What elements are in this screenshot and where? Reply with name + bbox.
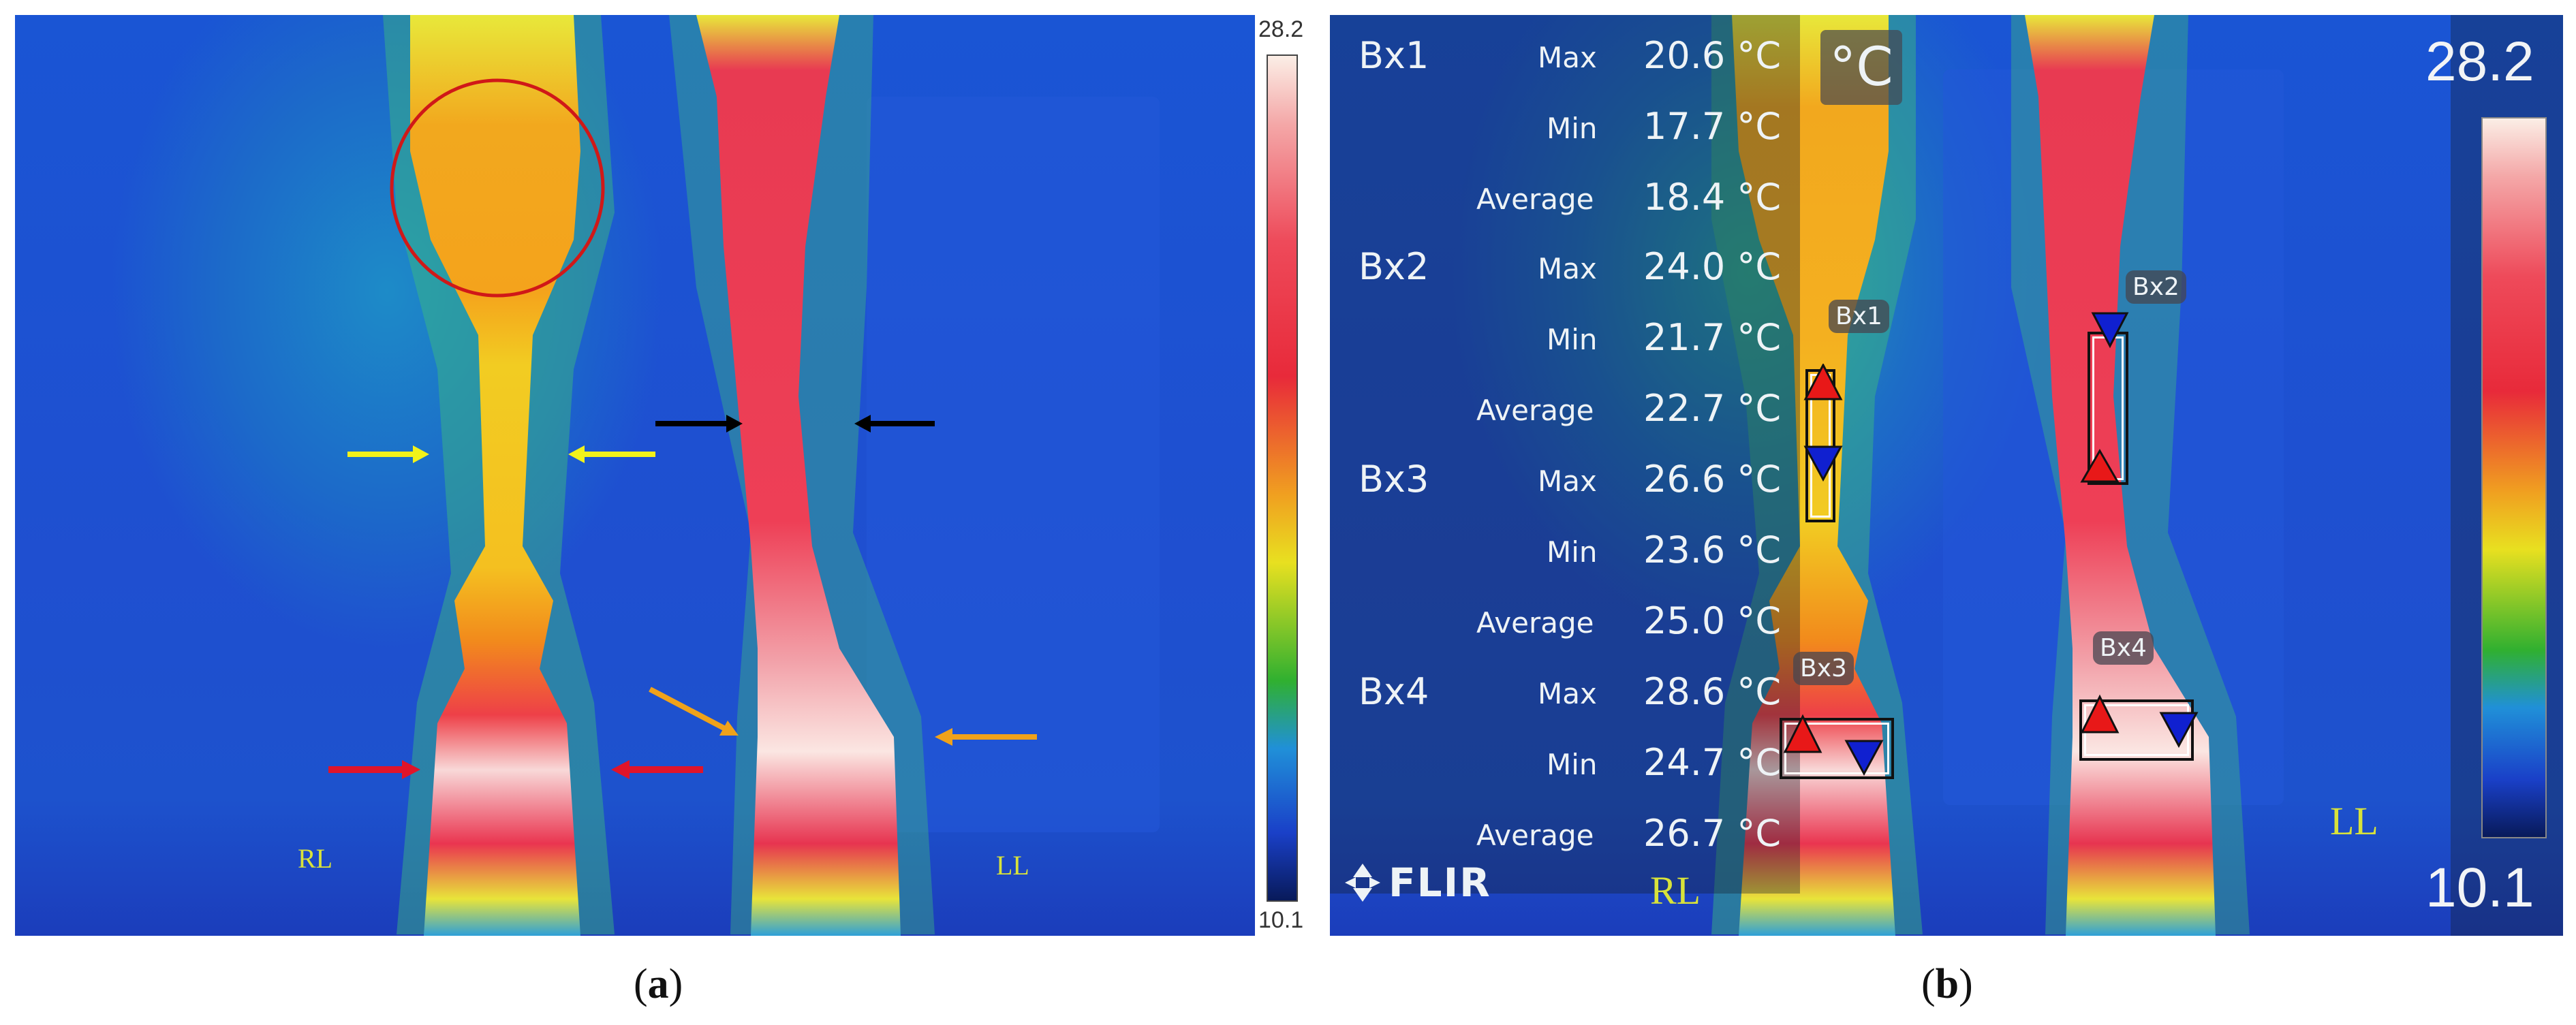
readout-value: 21.7 °C <box>1643 316 1782 359</box>
readout-value: 26.7 °C <box>1643 812 1782 855</box>
readout-value: 17.7 °C <box>1643 105 1782 148</box>
readout-label: Average <box>1476 606 1594 640</box>
legs-svg-b <box>1711 15 2250 936</box>
readout-value: 20.6 °C <box>1643 34 1782 77</box>
roi-label-bx4: Bx4 <box>2093 631 2154 665</box>
readout-label: Max <box>1538 464 1597 498</box>
legs-svg-a <box>328 15 1037 936</box>
readout-value: 24.0 °C <box>1643 245 1782 288</box>
stall-wall-a <box>867 97 1160 832</box>
readout-label: Average <box>1476 819 1594 852</box>
readout-label: Max <box>1538 677 1597 710</box>
roi-markers-bx3 <box>1783 714 1884 776</box>
colorbar-area-a: 28.2 10.1 <box>1257 15 1322 936</box>
right-leg-rl-a <box>410 15 580 936</box>
yellow-arrow-left-icon <box>347 445 429 463</box>
max-marker-icon <box>1783 714 1822 753</box>
flir-logo: FLIR <box>1342 860 1491 906</box>
readout-value: 28.6 °C <box>1643 670 1782 713</box>
unit-badge: °C <box>1820 30 1902 105</box>
readout-label: Min <box>1547 323 1598 356</box>
flir-logo-text: FLIR <box>1388 860 1491 906</box>
readout-label: Min <box>1547 112 1598 145</box>
roi-markers-bx2 <box>2080 312 2129 483</box>
red-arrow-left-icon <box>328 760 420 779</box>
leg-label-rl: RL <box>298 843 333 874</box>
readout-panel <box>1330 15 1800 894</box>
min-marker-icon <box>2091 312 2129 349</box>
leg-label-ll-b: LL <box>2330 799 2378 843</box>
red-arrow-right-icon <box>611 760 703 779</box>
orange-arrow-diagonal-icon <box>649 687 739 736</box>
left-leg-ll-a <box>696 15 901 936</box>
max-marker-icon <box>2080 694 2120 734</box>
roi-label-bx3: Bx3 <box>1793 652 1854 685</box>
roi-label-bx2: Bx2 <box>2126 270 2186 304</box>
roi-markers-bx1 <box>1803 364 1843 482</box>
scale-min-b: 10.1 <box>2425 857 2534 919</box>
scale-max-b: 28.2 <box>2425 31 2534 93</box>
caption-a: (a) <box>634 961 683 1007</box>
readout-box-bx1: Bx1 <box>1359 34 1429 77</box>
readout-label: Average <box>1476 394 1594 427</box>
max-marker-icon <box>2080 449 2120 483</box>
roi-label-bx1: Bx1 <box>1829 300 1889 333</box>
scale-min-a: 10.1 <box>1258 907 1304 933</box>
readout-label: Average <box>1476 183 1594 216</box>
max-marker-icon <box>1803 364 1843 400</box>
min-marker-icon <box>2159 712 2199 748</box>
readout-box-bx2: Bx2 <box>1359 245 1429 288</box>
colorbar-b <box>2481 117 2547 838</box>
yellow-arrow-right-icon <box>568 445 655 463</box>
readout-label: Max <box>1538 252 1597 285</box>
readout-label: Min <box>1547 535 1598 569</box>
readout-value: 25.0 °C <box>1643 599 1782 642</box>
readout-label: Min <box>1547 748 1598 781</box>
orange-arrow-right-icon <box>935 728 1037 746</box>
min-marker-icon <box>1803 445 1843 482</box>
min-marker-icon <box>1844 740 1884 776</box>
thermal-image-b: Bx1 Max 20.6 °C Min 17.7 °C Average 18.4… <box>1330 15 2563 936</box>
thermal-image-a: RL LL <box>15 15 1255 936</box>
black-arrow-right-icon <box>854 415 935 432</box>
right-leg-rl-b <box>1732 15 1895 936</box>
readout-label: Max <box>1538 41 1597 74</box>
leg-label-ll: LL <box>996 850 1029 881</box>
caption-b: (b) <box>1921 961 1973 1007</box>
readout-value: 24.7 °C <box>1643 741 1782 784</box>
upper-region-circle <box>390 78 605 298</box>
readout-value: 18.4 °C <box>1643 176 1782 219</box>
black-arrow-left-icon <box>655 415 743 432</box>
readout-value: 23.6 °C <box>1643 529 1782 571</box>
readout-value: 26.6 °C <box>1643 458 1782 501</box>
scale-max-a: 28.2 <box>1258 16 1304 42</box>
flir-logo-icon <box>1345 864 1380 902</box>
roi-box-bx3 <box>1780 718 1894 779</box>
readout-box-bx4: Bx4 <box>1359 670 1429 713</box>
colorbar-a <box>1267 54 1298 902</box>
leg-label-rl-b: RL <box>1650 868 1701 913</box>
readout-box-bx3: Bx3 <box>1359 458 1429 501</box>
roi-markers-bx4 <box>2080 694 2199 748</box>
readout-value: 22.7 °C <box>1643 387 1782 430</box>
